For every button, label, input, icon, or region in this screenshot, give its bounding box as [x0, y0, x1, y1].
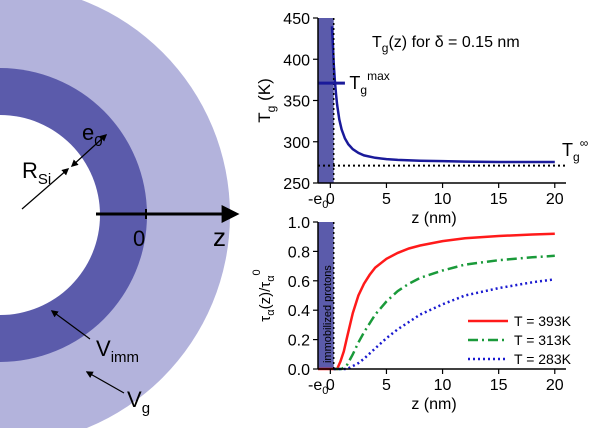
y-tick-label: 0.8 — [288, 244, 310, 261]
y-axis-label: τα(z)/τα0 — [251, 269, 277, 321]
y-axis-label: Tg (K) — [255, 78, 278, 122]
x-tick-label: 10 — [434, 377, 452, 394]
pore-schematic: RSi e0 0 z Vimm Vg — [0, 0, 240, 428]
vg-pointer — [85, 371, 125, 394]
y-tick-label: 0.4 — [288, 303, 310, 320]
chart-title: Tg(z) for δ = 0.15 nm — [372, 34, 520, 55]
legend-label: T = 393K — [514, 313, 572, 329]
y-tick-label: 350 — [283, 94, 310, 111]
series-line — [333, 278, 555, 371]
x-tick-label: 5 — [382, 377, 391, 394]
tau-chart: immobilized protons 0.0 0.2 0.4 0.6 0.8 1.0 0 5… — [251, 215, 572, 413]
immobilized-band — [318, 18, 334, 183]
x-tick-label-e0: -e0 — [308, 191, 328, 211]
x-tick-label: 0 — [326, 191, 335, 208]
y-tick-label: 0.2 — [288, 333, 310, 350]
x-axis-label: z (nm) — [411, 210, 456, 227]
series-line — [333, 254, 555, 371]
x-tick-label: 15 — [490, 377, 508, 394]
y-tick-label: 0.6 — [288, 274, 310, 291]
tgmax-annotation: Tgmax — [349, 69, 389, 97]
y-tick-label: 450 — [283, 11, 310, 28]
legend-label: T = 313K — [514, 332, 572, 348]
e0-label: e0 — [82, 120, 103, 150]
z-label: z — [213, 222, 226, 252]
x-tick-label-e0: -e0 — [308, 377, 328, 397]
x-tick-label: 20 — [546, 191, 564, 208]
x-tick-label: 0 — [326, 377, 335, 394]
tginf-annotation: Tg∞ — [562, 136, 588, 164]
series-line — [330, 26, 555, 164]
immobilized-protons-label: immobilized protons — [322, 265, 334, 363]
zero-label: 0 — [133, 226, 145, 251]
x-tick-label: 20 — [546, 377, 564, 394]
legend-label: T = 283K — [514, 351, 572, 367]
vg-label: Vg — [127, 387, 150, 417]
vimm-pointer — [50, 310, 91, 340]
x-tick-label: 10 — [434, 191, 452, 208]
x-tick-label: 5 — [382, 191, 391, 208]
vimm-label: Vimm — [96, 336, 139, 366]
legend: T = 393K T = 313K T = 283K — [468, 313, 572, 367]
y-tick-label: 400 — [283, 52, 310, 69]
e0-arrow — [70, 134, 108, 167]
immobilized-band — [318, 222, 334, 369]
y-tick-label: 250 — [283, 176, 310, 193]
rsi-label: RSi — [22, 158, 51, 188]
tg-chart: 250 300 350 400 450 0 5 10 15 20 -e0 Tg(z) for δ =… — [255, 11, 588, 227]
series-line — [318, 232, 555, 371]
rsi-arrow — [21, 168, 70, 210]
x-tick-label: 15 — [490, 191, 508, 208]
x-axis-label: z (nm) — [411, 396, 456, 413]
y-tick-label: 300 — [283, 135, 310, 152]
y-tick-label: 1.0 — [288, 215, 310, 232]
y-tick-label: 0.0 — [288, 362, 310, 379]
